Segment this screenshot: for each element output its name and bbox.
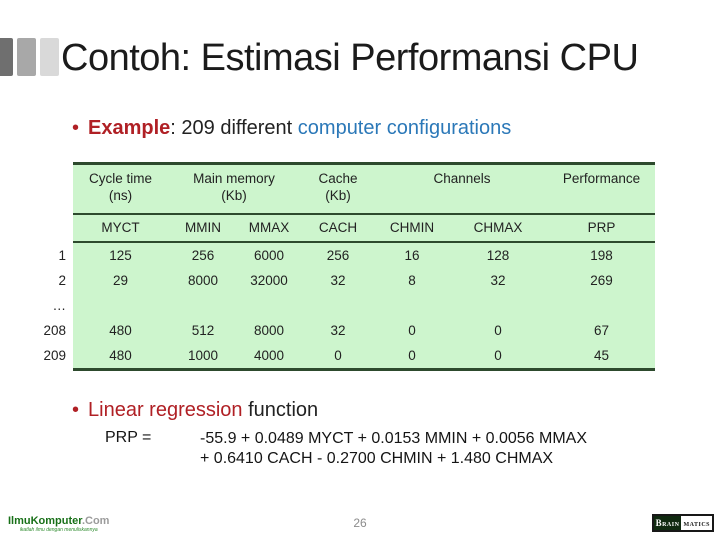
table-cell (548, 293, 655, 318)
table-cell: 0 (334, 348, 342, 363)
table-cell: 512 (191, 323, 215, 338)
table-column-header-row: MYCT MMIN MMAX CACH CHMIN CHMAX PRP (73, 215, 655, 243)
ilmukomputer-suffix: .Com (81, 515, 110, 527)
table-cell: 269 (590, 273, 613, 288)
table-cell: 45 (593, 348, 610, 363)
column-header-prp: PRP (587, 220, 616, 235)
ilmukomputer-name: IlmuKomputer (8, 515, 82, 527)
table-row: 480 1000 4000 0 0 0 45 (73, 343, 655, 368)
group-header-unit: (Kb) (325, 188, 351, 203)
bullet-example: • Example: 209 different computer configu… (72, 117, 511, 140)
page-title: Contoh: Estimasi Performansi CPU (61, 37, 639, 79)
group-header-cycle-time: Cycle time (ns) (73, 165, 168, 213)
table-cell: 67 (593, 323, 610, 338)
table-cell: 32 (330, 323, 346, 338)
table-cell: 8000 (187, 273, 219, 288)
cpu-data-table: 1 2 … 208 209 Cycle time (ns) Main memor… (15, 162, 655, 371)
title-bar-square-light (40, 38, 59, 76)
table-cell: 0 (408, 323, 416, 338)
example-text: : 209 different (170, 117, 298, 139)
table-cell (448, 293, 548, 318)
ilmukomputer-logo: IlmuKomputer.Com ikatlah ilmu dengan men… (8, 515, 109, 534)
table-cell: 8000 (253, 323, 285, 338)
column-header-chmin: CHMIN (389, 220, 435, 235)
table-cell: 0 (494, 323, 502, 338)
regression-formula: PRP = -55.9 + 0.0489 MYCT + 0.0153 MMIN … (105, 429, 587, 469)
row-number: … (52, 298, 67, 313)
table-cell: 128 (486, 248, 510, 263)
table-cell: 16 (404, 248, 420, 263)
group-header-label: Channels (433, 171, 491, 186)
column-header-mmin: MMIN (185, 220, 221, 235)
formula-line-2: + 0.6410 CACH - 0.2700 CHMIN + 1.480 CHM… (200, 450, 554, 467)
regression-highlight: Linear regression (88, 399, 243, 421)
table-cell: 0 (408, 348, 416, 363)
column-header-mmax: MMAX (248, 220, 290, 235)
row-number-column: 1 2 … 208 209 (15, 162, 73, 371)
table-row: 125 256 6000 256 16 128 198 (73, 243, 655, 268)
regression-text: function (242, 399, 319, 421)
table-cell (376, 293, 448, 318)
title-bar-square-medium (17, 38, 36, 76)
title-bar-square-dark (0, 38, 13, 76)
ilmukomputer-tagline: ikatlah ilmu dengan menuliskannya (19, 527, 98, 533)
column-header-cach: CACH (318, 220, 358, 235)
example-label: Example (88, 117, 171, 139)
table-cell (168, 293, 238, 318)
row-number: 2 (58, 273, 66, 288)
group-header-channels: Channels (376, 165, 548, 213)
table-row: 480 512 8000 32 0 0 67 (73, 318, 655, 343)
group-header-performance: Performance (548, 165, 655, 213)
table-cell: 32 (490, 273, 506, 288)
bullet-linear-regression: • Linear regression function (72, 399, 318, 422)
table-cell: 480 (109, 348, 132, 363)
formula-line-1: -55.9 + 0.0489 MYCT + 0.0153 MMIN + 0.00… (200, 430, 588, 447)
table-row-ellipsis (73, 293, 655, 318)
table-cell: 256 (326, 248, 350, 263)
group-header-cache: Cache (Kb) (300, 165, 376, 213)
group-header-label: Performance (562, 171, 641, 186)
ilmukomputer-logo-text: IlmuKomputer.Com (8, 515, 109, 527)
formula-lhs: PRP = (105, 429, 152, 446)
table-row: 29 8000 32000 32 8 32 269 (73, 268, 655, 293)
brainmatics-logo-left: Brain (653, 516, 682, 530)
table-cell: 0 (494, 348, 502, 363)
table-cell: 480 (109, 323, 132, 338)
example-highlight: computer configurations (297, 117, 512, 139)
row-number: 209 (43, 348, 66, 363)
column-header-myct: MYCT (101, 220, 140, 235)
table-cell: 125 (109, 248, 132, 263)
bullet-icon: • (72, 117, 80, 139)
table-group-header-row: Cycle time (ns) Main memory (Kb) Cache (… (73, 165, 655, 215)
table-cell (238, 293, 300, 318)
table-cell (73, 293, 168, 318)
group-header-label: Main memory (193, 171, 275, 186)
column-header-chmax: CHMAX (473, 220, 523, 235)
group-header-unit: (Kb) (221, 188, 247, 203)
formula-rhs: -55.9 + 0.0489 MYCT + 0.0153 MMIN + 0.00… (200, 429, 587, 469)
table-cell: 4000 (253, 348, 285, 363)
row-number: 208 (43, 323, 66, 338)
table-cell (300, 293, 376, 318)
brainmatics-logo-right: matics (683, 518, 710, 528)
row-number: 1 (58, 248, 66, 263)
table-cell: 29 (112, 273, 129, 288)
group-header-label: Cache (318, 171, 358, 186)
brainmatics-logo: Brain matics (651, 514, 714, 532)
table-cell: 32000 (250, 273, 288, 288)
table-cell: 6000 (253, 248, 285, 263)
table-cell: 1000 (187, 348, 219, 363)
page-number: 26 (353, 516, 367, 530)
group-header-label: Cycle time (88, 171, 152, 186)
table-cell: 256 (191, 248, 215, 263)
bullet-icon: • (72, 399, 80, 421)
table-body: Cycle time (ns) Main memory (Kb) Cache (… (73, 162, 655, 371)
table-cell: 8 (408, 273, 416, 288)
group-header-unit: (ns) (108, 188, 133, 203)
group-header-main-memory: Main memory (Kb) (168, 165, 300, 213)
table-cell: 198 (590, 248, 613, 263)
table-cell: 32 (330, 273, 346, 288)
